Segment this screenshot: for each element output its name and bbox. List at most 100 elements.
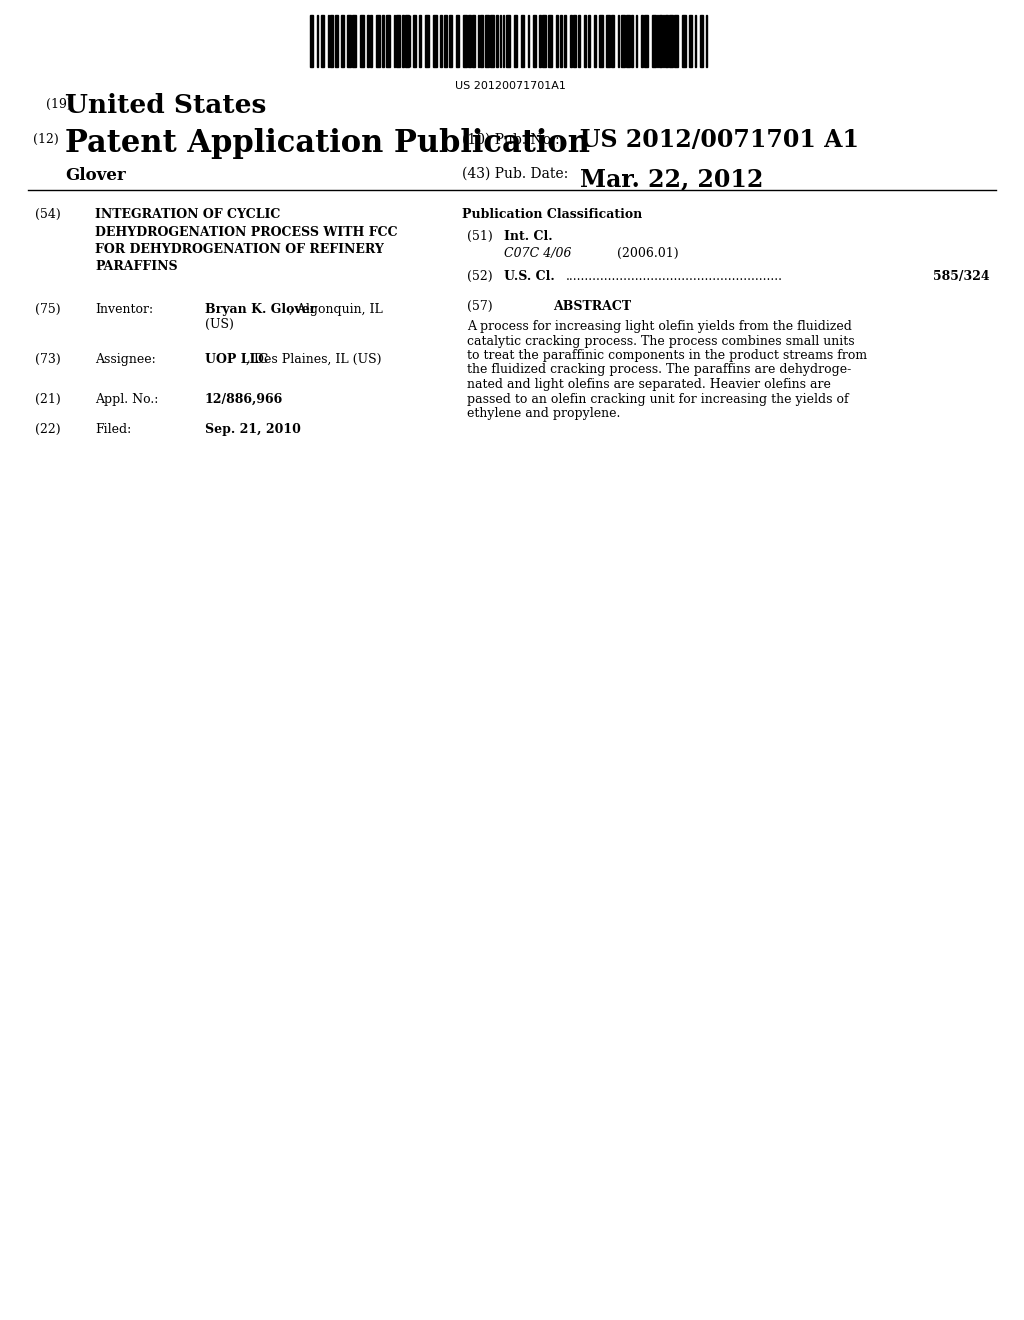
Bar — [611, 15, 614, 67]
Text: (51): (51) — [467, 230, 493, 243]
Text: (19): (19) — [46, 98, 72, 111]
Bar — [659, 15, 663, 67]
Text: Bryan K. Glover: Bryan K. Glover — [205, 304, 316, 315]
Text: United States: United States — [65, 92, 266, 117]
Bar — [674, 15, 678, 67]
Bar — [578, 15, 580, 67]
Bar — [539, 15, 541, 67]
Bar — [359, 15, 364, 67]
Text: INTEGRATION OF CYCLIC
DEHYDROGENATION PROCESS WITH FCC
FOR DEHYDROGENATION OF RE: INTEGRATION OF CYCLIC DEHYDROGENATION PR… — [95, 209, 397, 273]
Text: (73): (73) — [35, 352, 60, 366]
Text: 12/886,966: 12/886,966 — [205, 393, 284, 407]
Text: Mar. 22, 2012: Mar. 22, 2012 — [580, 168, 763, 191]
Bar — [370, 15, 372, 67]
Bar — [347, 15, 351, 67]
Bar — [556, 15, 558, 67]
Bar — [341, 15, 344, 67]
Text: Assignee:: Assignee: — [95, 352, 156, 366]
Text: the fluidized cracking process. The paraffins are dehydroge-: the fluidized cracking process. The para… — [467, 363, 851, 376]
Bar — [310, 15, 313, 67]
Text: A process for increasing light olefin yields from the fluidized: A process for increasing light olefin yi… — [467, 319, 852, 333]
Text: nated and light olefins are separated. Heavier olefins are: nated and light olefins are separated. H… — [467, 378, 830, 391]
Bar — [330, 15, 333, 67]
Bar — [444, 15, 447, 67]
Text: passed to an olefin cracking unit for increasing the yields of: passed to an olefin cracking unit for in… — [467, 392, 849, 405]
Bar — [352, 15, 355, 67]
Text: ........................................................: ........................................… — [566, 271, 783, 282]
Bar — [644, 15, 648, 67]
Bar — [321, 15, 324, 67]
Text: ethylene and propylene.: ethylene and propylene. — [467, 407, 621, 420]
Bar — [468, 15, 471, 67]
Text: , Des Plaines, IL (US): , Des Plaines, IL (US) — [246, 352, 381, 366]
Bar — [367, 15, 369, 67]
Text: US 2012/0071701 A1: US 2012/0071701 A1 — [580, 128, 859, 152]
Bar — [404, 15, 409, 67]
Bar — [641, 15, 643, 67]
Text: (21): (21) — [35, 393, 60, 407]
Bar — [496, 15, 498, 67]
Bar — [532, 15, 536, 67]
Bar — [700, 15, 703, 67]
Text: (12): (12) — [33, 133, 58, 147]
Bar — [521, 15, 524, 67]
Bar — [433, 15, 437, 67]
Bar — [401, 15, 403, 67]
Text: Appl. No.:: Appl. No.: — [95, 393, 159, 407]
Bar — [457, 15, 459, 67]
Text: Glover: Glover — [65, 168, 126, 183]
Bar — [382, 15, 384, 67]
Text: Sep. 21, 2010: Sep. 21, 2010 — [205, 422, 301, 436]
Text: Int. Cl.: Int. Cl. — [504, 230, 553, 243]
Bar — [670, 15, 673, 67]
Bar — [485, 15, 489, 67]
Bar — [548, 15, 552, 67]
Text: ABSTRACT: ABSTRACT — [553, 300, 631, 313]
Text: , Algonquin, IL: , Algonquin, IL — [289, 304, 383, 315]
Text: (52): (52) — [467, 271, 493, 282]
Text: (54): (54) — [35, 209, 60, 220]
Text: (57): (57) — [467, 300, 493, 313]
Text: C07C 4/06: C07C 4/06 — [504, 247, 571, 260]
Bar — [440, 15, 442, 67]
Bar — [463, 15, 467, 67]
Bar — [395, 15, 399, 67]
Bar — [666, 15, 669, 67]
Bar — [572, 15, 575, 67]
Bar — [514, 15, 517, 67]
Bar — [506, 15, 510, 67]
Bar — [564, 15, 565, 67]
Bar — [632, 15, 634, 67]
Text: 585/324: 585/324 — [933, 271, 990, 282]
Text: UOP LLC: UOP LLC — [205, 352, 268, 366]
Bar — [627, 15, 631, 67]
Bar — [450, 15, 453, 67]
Text: to treat the paraffinic components in the product streams from: to treat the paraffinic components in th… — [467, 348, 867, 362]
Bar — [490, 15, 494, 67]
Text: (2006.01): (2006.01) — [617, 247, 679, 260]
Text: U.S. Cl.: U.S. Cl. — [504, 271, 555, 282]
Bar — [594, 15, 596, 67]
Bar — [386, 15, 389, 67]
Text: (US): (US) — [205, 318, 233, 331]
Text: US 20120071701A1: US 20120071701A1 — [455, 81, 565, 91]
Bar — [584, 15, 586, 67]
Bar — [376, 15, 380, 67]
Text: Publication Classification: Publication Classification — [462, 209, 642, 220]
Bar — [425, 15, 429, 67]
Text: (75): (75) — [35, 304, 60, 315]
Bar — [682, 15, 686, 67]
Bar — [689, 15, 692, 67]
Bar — [335, 15, 338, 67]
Bar — [420, 15, 422, 67]
Bar — [588, 15, 590, 67]
Bar — [542, 15, 546, 67]
Bar — [652, 15, 656, 67]
Bar — [560, 15, 562, 67]
Bar — [414, 15, 417, 67]
Bar — [472, 15, 475, 67]
Bar — [622, 15, 626, 67]
Bar — [605, 15, 609, 67]
Text: catalytic cracking process. The process combines small units: catalytic cracking process. The process … — [467, 334, 855, 347]
Text: Patent Application Publication: Patent Application Publication — [65, 128, 590, 158]
